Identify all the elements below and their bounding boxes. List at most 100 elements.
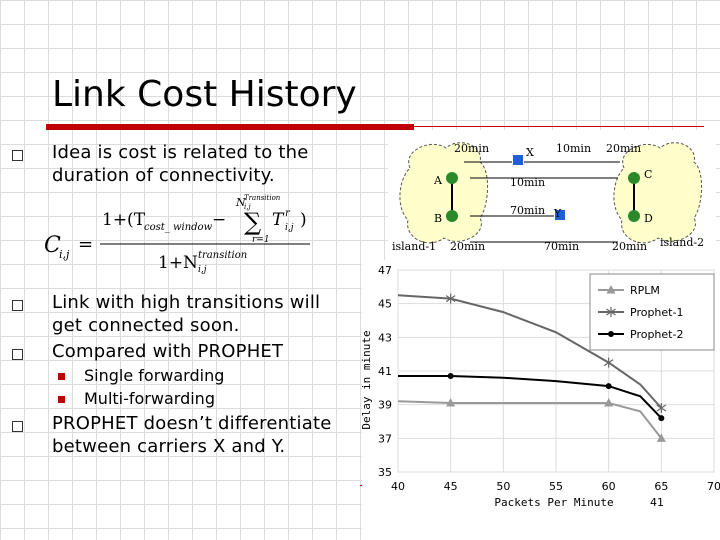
page-number: 41 — [650, 496, 664, 509]
formula-lhs-sub: i,j — [59, 248, 70, 261]
formula-minus: − — [212, 210, 226, 230]
y-tick-label: 47 — [378, 264, 392, 277]
carrier-y-label: Y — [553, 207, 562, 220]
label-bottom-mid: 70min — [544, 240, 579, 253]
formula-sum-top: N — [235, 196, 246, 209]
bullet-line: between carriers X and Y. — [52, 436, 286, 457]
label-top-mid: 10min — [556, 142, 591, 155]
bullet-text: Compared with PROPHET — [52, 341, 284, 362]
star-marker — [603, 357, 614, 368]
bullet-square-icon — [12, 150, 23, 161]
bullet-square-icon — [12, 300, 23, 311]
star-stroke — [603, 359, 614, 367]
formula-denominator: 1+N — [158, 253, 198, 273]
y-tick-label: 39 — [378, 399, 392, 412]
bullet-line: Idea is cost is related to the — [52, 142, 309, 163]
island-1-cloud — [399, 142, 489, 244]
slide-title: Link Cost History — [52, 74, 357, 115]
carrier-x-icon — [513, 155, 523, 165]
bullet-line: PROPHET doesn’t differentiate — [52, 413, 332, 434]
bullet-line: Link with high transitions will — [52, 292, 321, 313]
chart-y-axis-label: Delay in minute — [362, 330, 373, 429]
x-tick-label: 50 — [496, 480, 510, 493]
link-cost-formula: C i,j = 1+(T cost_ window − N Transition… — [44, 194, 310, 274]
node-b-label: B — [434, 212, 442, 225]
chart-x-axis-label: Packets Per Minute — [494, 496, 613, 509]
node-a-label: A — [433, 174, 443, 187]
formula-sum-bottom: r=1 — [252, 235, 270, 245]
bullet-line: get connected soon. — [52, 315, 240, 336]
formula-denominator-sup: transition — [198, 250, 247, 261]
formula-numerator: 1+(T — [102, 210, 146, 230]
title-underline-bar — [46, 124, 414, 130]
circle-marker — [608, 331, 614, 337]
delay-chart: 35 37 39 41 43 45 47 40 45 50 55 60 65 70 Delay in mi… — [362, 260, 720, 540]
formula-denominator-sub: i,j — [198, 265, 207, 274]
x-tick-label: 40 — [391, 480, 405, 493]
island-1-label: island-1 — [392, 240, 436, 253]
label-mid-upper: 10min — [510, 176, 545, 189]
carrier-x-label: X — [526, 146, 534, 159]
y-tick-label: 41 — [378, 365, 392, 378]
legend-items: RPLM Prophet-1 Prophet-2 — [598, 284, 683, 341]
node-d-label: D — [644, 212, 653, 225]
carrier-y-icon — [555, 210, 565, 220]
star-stroke — [656, 404, 667, 412]
y-tick-label: 37 — [378, 432, 392, 445]
formula-lhs: C — [44, 233, 61, 258]
legend-label: Prophet-2 — [630, 328, 683, 341]
legend-label: Prophet-1 — [630, 306, 683, 319]
chart-ticks-group: 35 37 39 41 43 45 47 40 45 50 55 60 65 70 — [378, 264, 720, 493]
subbullet-square-icon — [58, 373, 65, 380]
subbullet-text: Single forwarding — [84, 366, 225, 385]
bullet-text: Link with high transitions will get conn… — [52, 291, 320, 337]
chart-legend: RPLM Prophet-1 Prophet-2 — [589, 273, 715, 351]
bullet-line: duration of connectivity. — [52, 165, 275, 186]
subbullet-square-icon — [58, 396, 65, 403]
bullet-square-icon — [12, 349, 23, 360]
chart-series-group — [397, 293, 667, 442]
label-mid-lower: 70min — [510, 204, 545, 217]
formula-equals: = — [78, 234, 93, 255]
x-tick-label: 70 — [707, 480, 720, 493]
x-tick-label: 65 — [654, 480, 668, 493]
star-stroke — [445, 295, 456, 303]
bullet-text: PROPHET doesn’t differentiate between ca… — [52, 412, 332, 458]
label-top-left: 20min — [454, 142, 489, 155]
island-2-cloud — [613, 142, 703, 244]
circle-marker — [658, 415, 665, 422]
y-tick-label: 45 — [378, 298, 392, 311]
star-marker — [606, 307, 616, 317]
formula-sum-symbol: ∑ — [244, 208, 261, 236]
circle-marker — [447, 373, 454, 380]
formula-sum-top-sup: Transition — [244, 194, 281, 202]
label-top-right: 20min — [606, 142, 641, 155]
triangle-marker — [656, 433, 666, 442]
node-a-icon — [446, 172, 458, 184]
island-2-label: island-2 — [660, 236, 704, 249]
bullet-text: Idea is cost is related to the duration … — [52, 141, 309, 187]
node-c-label: C — [644, 168, 652, 181]
node-c-icon — [628, 172, 640, 184]
bullet-square-icon — [12, 421, 23, 432]
triangle-marker — [446, 397, 456, 407]
network-diagram: A B C D X Y 20min 10min 20min 10min 70mi… — [388, 130, 716, 260]
star-stroke — [606, 308, 616, 316]
formula-term: T — [272, 210, 285, 230]
triangle-marker — [606, 285, 616, 294]
y-tick-label: 35 — [378, 466, 392, 479]
subbullet-text: Multi-forwarding — [84, 389, 215, 408]
triangle-marker — [604, 397, 614, 407]
title-underline-line — [414, 126, 704, 127]
x-tick-label: 45 — [444, 480, 458, 493]
x-tick-label: 60 — [602, 480, 616, 493]
y-tick-label: 43 — [378, 331, 392, 344]
formula-close-paren: ) — [300, 210, 307, 230]
node-d-icon — [628, 210, 640, 222]
label-bottom-left: 20min — [450, 240, 485, 253]
star-marker — [656, 403, 667, 414]
formula-term-sup: r — [285, 208, 291, 219]
formula-sum-top-sub: i,j — [244, 203, 251, 211]
x-tick-label: 55 — [549, 480, 563, 493]
formula-term-sub: i,j — [285, 223, 294, 233]
